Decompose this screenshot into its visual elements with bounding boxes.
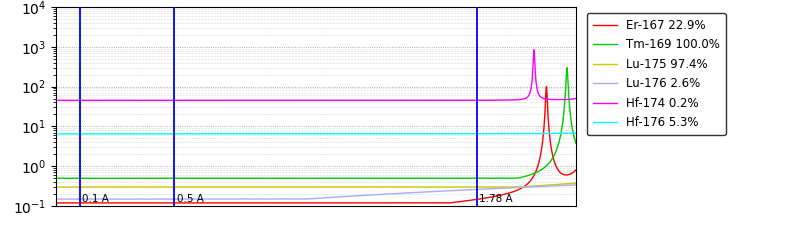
Hf-176 5.3% [241,133,250,135]
Text: 0.1 A: 0.1 A [82,194,109,204]
Lu-176 2.6% [138,198,147,200]
Er-167 22.9% [241,202,250,204]
Line: Tm-169 100.0%: Tm-169 100.0% [57,0,800,178]
Tm-169 100.0% [241,177,250,180]
Er-167 22.9% [52,202,62,204]
Lu-175 97.4% [58,186,68,188]
Tm-169 100.0% [138,177,147,180]
Hf-174 0.2% [58,99,68,102]
Er-167 22.9% [163,202,173,204]
Lu-175 97.4% [52,186,62,188]
Hf-174 0.2% [85,99,94,102]
Text: 1.78 A: 1.78 A [479,194,513,204]
Hf-176 5.3% [85,133,94,135]
Lu-176 2.6% [241,198,250,200]
Hf-174 0.2% [52,99,62,102]
Lu-175 97.4% [138,186,147,188]
Lu-175 97.4% [241,186,250,188]
Line: Lu-176 2.6%: Lu-176 2.6% [57,47,800,199]
Lu-176 2.6% [85,198,94,200]
Line: Hf-174 0.2%: Hf-174 0.2% [57,11,800,100]
Legend: Er-167 22.9%, Tm-169 100.0%, Lu-175 97.4%, Lu-176 2.6%, Hf-174 0.2%, Hf-176 5.3%: Er-167 22.9%, Tm-169 100.0%, Lu-175 97.4… [587,13,726,135]
Hf-174 0.2% [241,99,250,102]
Tm-169 100.0% [85,177,94,180]
Lu-176 2.6% [52,198,62,200]
Hf-176 5.3% [52,133,62,135]
Tm-169 100.0% [58,177,68,180]
Tm-169 100.0% [52,177,62,180]
Hf-176 5.3% [163,133,173,135]
Lu-175 97.4% [85,186,94,188]
Hf-176 5.3% [138,133,147,135]
Lu-176 2.6% [58,198,68,200]
Hf-174 0.2% [163,99,173,102]
Lu-176 2.6% [163,198,173,200]
Tm-169 100.0% [163,177,173,180]
Er-167 22.9% [58,202,68,204]
Hf-176 5.3% [58,133,68,135]
Er-167 22.9% [85,202,94,204]
Lu-175 97.4% [163,186,173,188]
Line: Lu-175 97.4%: Lu-175 97.4% [57,35,800,187]
Line: Er-167 22.9%: Er-167 22.9% [57,55,800,203]
Er-167 22.9% [138,202,147,204]
Line: Hf-176 5.3%: Hf-176 5.3% [57,35,800,134]
Hf-174 0.2% [138,99,147,102]
Text: 0.5 A: 0.5 A [177,194,203,204]
